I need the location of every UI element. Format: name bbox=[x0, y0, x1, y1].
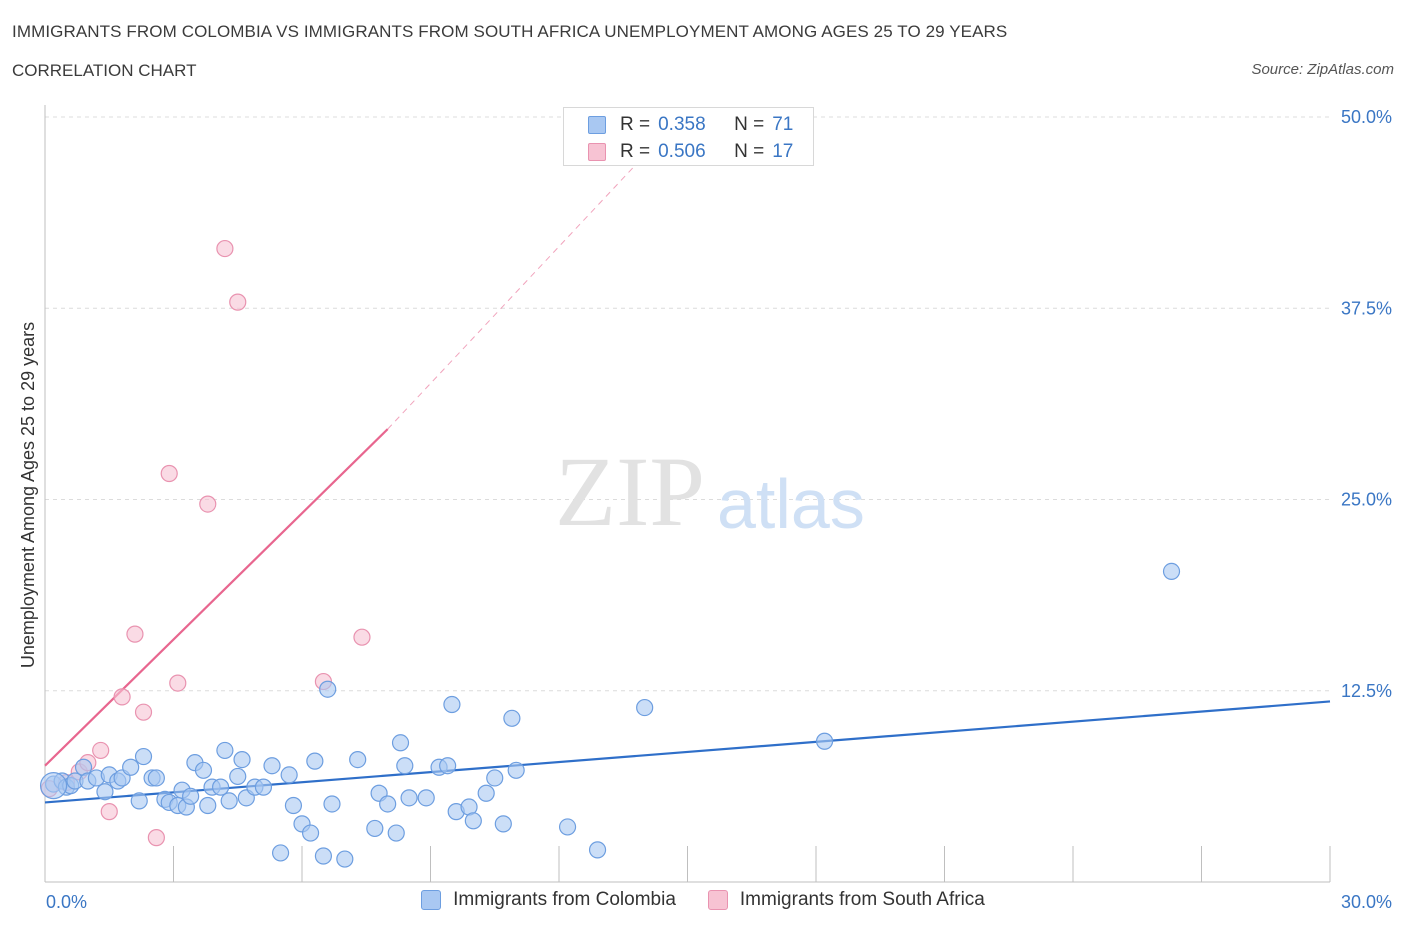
series-swatch-south-africa bbox=[707, 890, 728, 910]
point-colombia bbox=[558, 818, 577, 836]
point-south-africa bbox=[147, 829, 165, 847]
legend-n-label: N = bbox=[734, 141, 765, 162]
legend-r-label: R = bbox=[620, 141, 651, 162]
point-colombia bbox=[588, 841, 607, 859]
point-colombia bbox=[271, 844, 290, 862]
point-colombia bbox=[815, 732, 834, 750]
x-tick-label-min: 0.0% bbox=[46, 892, 87, 912]
point-colombia bbox=[349, 750, 367, 769]
legend-n-label: N = bbox=[734, 114, 765, 135]
point-south-africa bbox=[126, 625, 144, 643]
point-colombia bbox=[216, 741, 234, 760]
point-colombia bbox=[263, 757, 281, 775]
legend-swatch-colombia bbox=[588, 116, 606, 134]
point-colombia bbox=[1162, 562, 1181, 581]
legend-n-value-colombia: 71 bbox=[772, 114, 794, 135]
trendline-extension-south-africa bbox=[387, 154, 646, 430]
legend-r-value-colombia: 0.358 bbox=[658, 114, 706, 135]
point-colombia bbox=[229, 767, 247, 786]
point-colombia bbox=[379, 795, 397, 813]
point-colombia bbox=[503, 709, 521, 727]
y-axis-title: Unemployment Among Ages 25 to 29 years bbox=[18, 322, 38, 668]
point-colombia bbox=[194, 761, 213, 779]
point-colombia bbox=[439, 757, 457, 775]
point-south-africa bbox=[353, 628, 371, 646]
grid-layer bbox=[45, 116, 1330, 692]
label-layer: 12.5% 25.0% 37.5% 50.0% 0.0% 30.0% bbox=[46, 107, 1392, 912]
point-colombia bbox=[314, 847, 333, 865]
point-south-africa bbox=[199, 495, 217, 513]
point-south-africa bbox=[113, 688, 131, 706]
legend-row-colombia: R = 0.358 N = 71 bbox=[588, 114, 793, 136]
point-colombia bbox=[391, 734, 410, 752]
point-colombia bbox=[280, 766, 298, 784]
legend-row-south-africa: R = 0.506 N = 17 bbox=[588, 141, 793, 163]
series-swatch-colombia bbox=[421, 890, 442, 910]
point-colombia bbox=[212, 778, 230, 796]
trendline-south-africa bbox=[44, 428, 389, 767]
point-south-africa bbox=[216, 239, 234, 258]
point-colombia bbox=[336, 850, 354, 868]
point-colombia bbox=[130, 792, 148, 810]
point-south-africa bbox=[169, 674, 187, 692]
point-colombia bbox=[366, 819, 384, 838]
point-colombia bbox=[284, 796, 303, 815]
trendline-colombia bbox=[44, 700, 1331, 804]
point-south-africa bbox=[92, 741, 110, 760]
y-tick-label: 12.5% bbox=[1341, 681, 1392, 701]
point-colombia bbox=[486, 769, 504, 787]
y-tick-label: 25.0% bbox=[1341, 490, 1392, 510]
points-layer bbox=[39, 239, 1181, 868]
legend-r-label: R = bbox=[620, 114, 651, 135]
point-south-africa bbox=[100, 803, 118, 821]
point-colombia bbox=[387, 824, 405, 842]
legend-n-value-south-africa: 17 bbox=[772, 141, 794, 162]
watermark-zip: ZIP bbox=[555, 436, 705, 547]
series-legend-colombia[interactable]: Immigrants from Colombia bbox=[421, 889, 676, 911]
series-legend-south-africa[interactable]: Immigrants from South Africa bbox=[707, 889, 985, 911]
chart-title: IMMIGRANTS FROM COLOMBIA VS IMMIGRANTS F… bbox=[12, 22, 1008, 41]
point-colombia bbox=[443, 695, 461, 714]
point-colombia bbox=[507, 761, 525, 779]
point-colombia bbox=[220, 792, 238, 810]
point-colombia bbox=[636, 698, 654, 717]
series-legend: Immigrants from Colombia Immigrants from… bbox=[0, 889, 1406, 911]
point-colombia bbox=[477, 784, 495, 802]
series-label-colombia: Immigrants from Colombia bbox=[453, 889, 676, 910]
y-tick-label: 50.0% bbox=[1341, 107, 1392, 127]
point-south-africa bbox=[134, 703, 153, 721]
point-colombia bbox=[323, 795, 341, 813]
axis-layer bbox=[44, 105, 1331, 883]
point-colombia bbox=[122, 758, 140, 776]
point-south-africa bbox=[229, 293, 247, 311]
legend-r-value-south-africa: 0.506 bbox=[658, 141, 706, 162]
point-colombia bbox=[233, 750, 251, 769]
point-colombia bbox=[147, 769, 165, 787]
source-credit: Source: ZipAtlas.com bbox=[1251, 61, 1394, 78]
series-label-south-africa: Immigrants from South Africa bbox=[739, 889, 985, 910]
point-cluster-colombia bbox=[39, 772, 68, 800]
point-colombia bbox=[182, 787, 200, 805]
watermark-atlas: atlas bbox=[717, 465, 865, 543]
point-colombia bbox=[464, 812, 482, 830]
point-south-africa bbox=[160, 464, 178, 483]
point-colombia bbox=[301, 824, 320, 842]
y-tick-label: 37.5% bbox=[1341, 298, 1392, 318]
point-colombia bbox=[319, 680, 337, 698]
correlation-legend: R = 0.358 N = 71 R = 0.506 N = 17 bbox=[563, 107, 814, 166]
point-colombia bbox=[96, 783, 114, 801]
point-colombia bbox=[400, 789, 418, 807]
point-colombia bbox=[199, 796, 217, 815]
point-colombia bbox=[417, 789, 435, 807]
point-colombia bbox=[396, 757, 414, 775]
legend-swatch-south-africa bbox=[588, 143, 606, 161]
point-colombia bbox=[494, 815, 512, 833]
point-colombia bbox=[306, 752, 324, 770]
point-colombia bbox=[134, 747, 153, 766]
x-tick-label-max: 30.0% bbox=[1341, 892, 1392, 912]
chart-subtitle: CORRELATION CHART bbox=[12, 61, 197, 80]
point-colombia bbox=[254, 778, 273, 796]
watermark: ZIP atlas bbox=[555, 436, 865, 547]
